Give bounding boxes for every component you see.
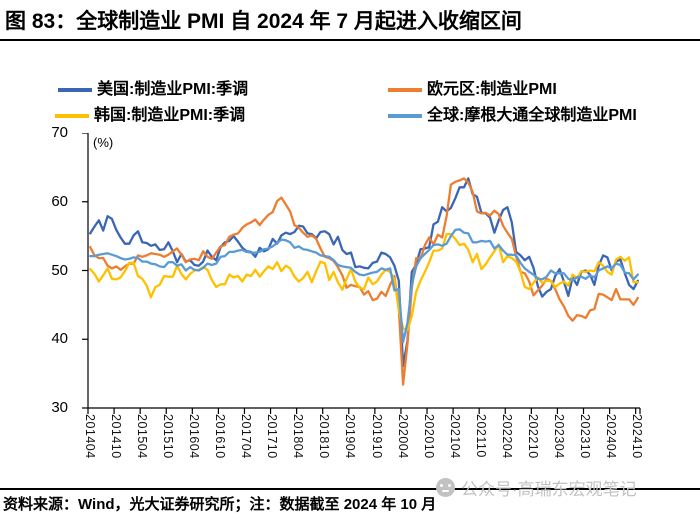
watermark-text: 公众号·高瑞东宏观笔记 — [461, 480, 637, 499]
x-axis-tick-label: 202110 — [473, 414, 488, 458]
x-axis-tick-label: 202104 — [447, 414, 462, 459]
x-axis-tick-label: 201404 — [82, 414, 97, 459]
x-axis-tick-label: 202304 — [552, 414, 567, 459]
x-axis-tick-label: 201610 — [213, 414, 228, 459]
x-axis-tick-label: 201910 — [369, 414, 384, 459]
y-axis-unit-label: (%) — [93, 135, 114, 150]
y-axis-tick-label: 50 — [51, 261, 68, 279]
x-axis-tick-label: 202404 — [604, 414, 619, 459]
y-axis-tick-label: 30 — [51, 399, 68, 416]
x-axis-tick-label: 202210 — [526, 414, 540, 459]
watermark: 公众号·高瑞东宏观笔记 — [436, 475, 637, 500]
legend-label-global: 全球:摩根大通全球制造业PMI — [427, 107, 637, 124]
x-axis-tick-label: 201504 — [134, 414, 149, 459]
y-axis-tick-label: 40 — [51, 330, 68, 348]
x-axis-tick-label: 202310 — [578, 414, 593, 459]
legend-swatch-global — [388, 114, 422, 118]
x-axis-tick-label: 202010 — [421, 414, 436, 459]
legend-item-eurozone: 欧元区:制造业PMI — [388, 81, 557, 99]
legend-item-global: 全球:摩根大通全球制造业PMI — [388, 107, 637, 125]
legend-item-korea: 韩国:制造业PMI:季调 — [55, 107, 245, 125]
x-axis-tick-label: 201510 — [160, 414, 175, 459]
footer-divider-line — [0, 488, 700, 490]
x-axis-tick-label: 201710 — [265, 414, 280, 459]
x-axis-tick-label: 202004 — [395, 414, 410, 459]
x-axis-tick-label: 202410 — [630, 414, 645, 459]
legend-item-us: 美国:制造业PMI:季调 — [58, 81, 248, 99]
x-axis-tick-label: 201804 — [291, 414, 306, 459]
figure-title: 图 83：全球制造业 PMI 自 2024 年 7 月起进入收缩区间 — [5, 10, 522, 33]
x-axis-tick-label: 201604 — [186, 414, 201, 459]
source-note: 资料来源：Wind，光大证券研究所；注：数据截至 2024 年 10 月 — [3, 496, 437, 513]
legend-label-us: 美国:制造业PMI:季调 — [97, 81, 249, 98]
legend-label-eurozone: 欧元区:制造业PMI — [427, 81, 557, 98]
y-axis-tick-label: 70 — [51, 124, 68, 141]
legend-swatch-us — [58, 88, 92, 92]
y-axis-tick-label: 60 — [51, 192, 68, 210]
title-divider-line — [0, 39, 700, 41]
x-axis-tick-label: 201410 — [108, 414, 123, 459]
x-axis-tick-label: 201810 — [317, 414, 332, 459]
legend-label-korea: 韩国:制造业PMI:季调 — [94, 107, 246, 124]
x-axis-tick-label: 201704 — [239, 414, 254, 459]
pmi-line-chart — [82, 133, 641, 414]
wechat-official-account-icon — [436, 478, 455, 497]
x-axis-tick-label: 201904 — [343, 414, 358, 459]
legend-swatch-eurozone — [388, 88, 422, 92]
x-axis-tick-label: 202204 — [499, 414, 514, 459]
legend-swatch-korea — [55, 114, 89, 118]
